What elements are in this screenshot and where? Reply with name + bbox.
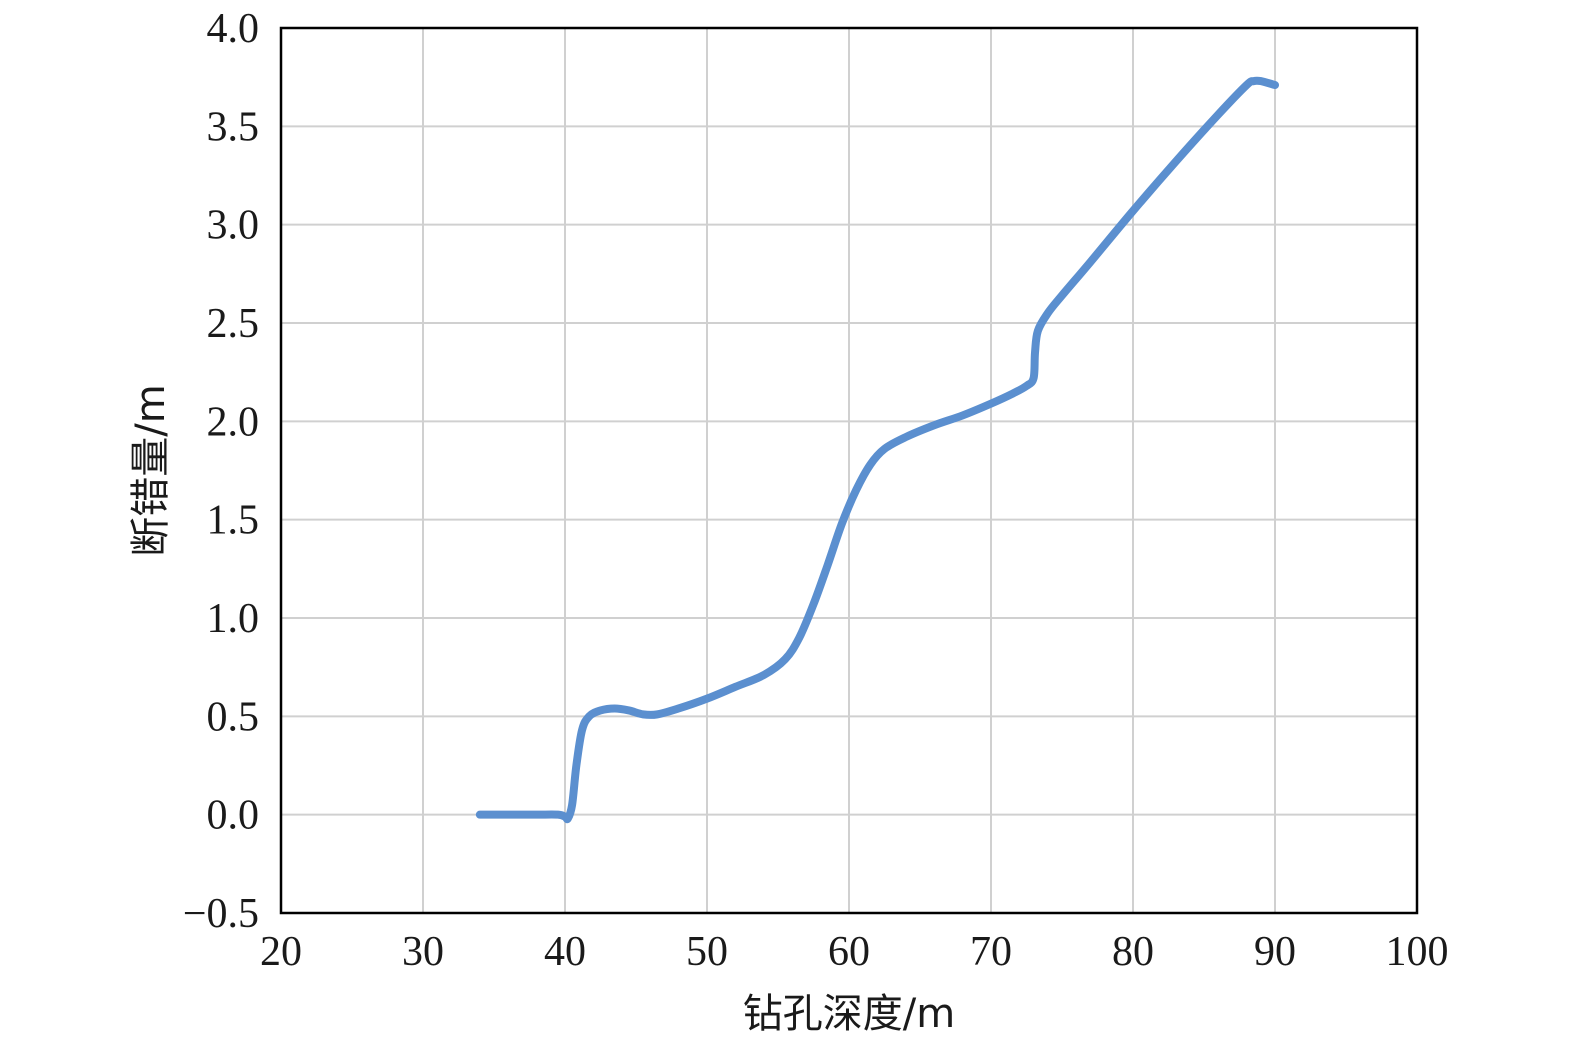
y-tick-label: −0.5 bbox=[183, 891, 259, 937]
x-tick-label: 80 bbox=[1112, 929, 1154, 975]
y-tick-label: 0.0 bbox=[207, 793, 260, 839]
series-layer bbox=[475, 76, 1279, 824]
y-tick-label: 1.0 bbox=[207, 596, 260, 642]
y-tick-label: 3.5 bbox=[207, 104, 260, 150]
series-line bbox=[475, 76, 1279, 824]
y-tick-label: 2.5 bbox=[207, 301, 260, 347]
x-tick-label: 60 bbox=[828, 929, 870, 975]
y-tick-label: 1.5 bbox=[207, 498, 260, 544]
x-tick-label: 20 bbox=[260, 929, 302, 975]
x-tick-label: 50 bbox=[686, 929, 728, 975]
grid-layer bbox=[281, 28, 1417, 913]
x-tick-labels: 20 30 40 50 60 70 80 90 100 bbox=[260, 929, 1449, 975]
x-tick-label: 90 bbox=[1254, 929, 1296, 975]
y-tick-labels: −0.5 0.0 0.5 1.0 1.5 2.0 2.5 3.0 3.5 4.0 bbox=[183, 6, 259, 937]
plot-frame bbox=[279, 26, 1419, 915]
x-tick-label: 40 bbox=[544, 929, 586, 975]
x-tick-label: 30 bbox=[402, 929, 444, 975]
x-axis-title: 钻孔深度/m bbox=[743, 991, 955, 1037]
x-tick-label: 70 bbox=[970, 929, 1012, 975]
y-axis-title: 断错量/m bbox=[128, 384, 174, 556]
x-tick-label: 100 bbox=[1386, 929, 1449, 975]
y-tick-label: 3.0 bbox=[207, 203, 260, 249]
y-tick-label: 2.0 bbox=[207, 399, 260, 445]
y-tick-label: 4.0 bbox=[207, 6, 260, 52]
y-tick-label: 0.5 bbox=[207, 694, 260, 740]
